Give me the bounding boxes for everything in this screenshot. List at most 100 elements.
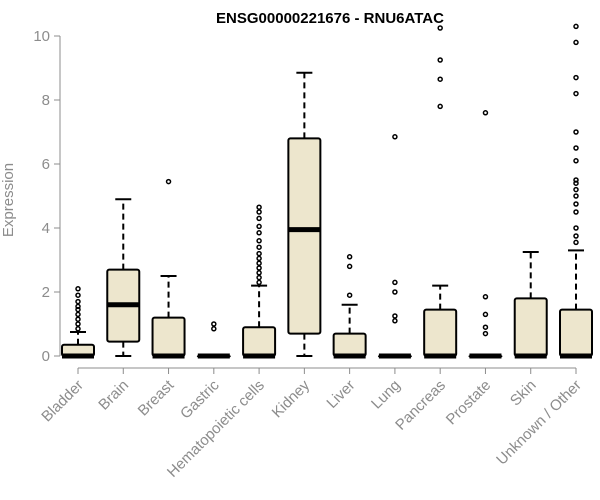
box-kidney (287, 71, 322, 357)
outlier-point (256, 250, 262, 257)
outlier-point (573, 180, 579, 186)
box-body (423, 308, 458, 358)
outlier-point (256, 265, 262, 271)
x-tick-label: Liver (323, 377, 358, 412)
outlier-point (75, 311, 81, 318)
outlier-point (573, 193, 579, 199)
box-unknown-other (559, 23, 593, 359)
outlier-point (573, 23, 579, 30)
boxes-group (61, 23, 593, 359)
outlier-point (75, 326, 81, 332)
box-body (332, 332, 367, 358)
outlier-point (573, 39, 579, 46)
outlier-point (256, 279, 262, 286)
box-bladder (61, 286, 95, 359)
box-brain (106, 198, 141, 357)
box-body (559, 308, 593, 358)
box-prostate (468, 110, 503, 359)
outlier-point (482, 294, 489, 300)
box-body (513, 297, 548, 357)
outlier-point (75, 321, 81, 327)
x-tick-label: Skin (507, 377, 540, 410)
x-tick-label: Breast (135, 376, 178, 419)
outlier-point (346, 263, 353, 270)
outlier-point (482, 311, 489, 318)
outlier-point (211, 321, 217, 327)
y-tick-label: 2 (42, 284, 50, 301)
x-tick-label: Unknown / Other (493, 377, 585, 469)
outlier-point (573, 239, 579, 246)
y-tick-label: 4 (42, 220, 50, 237)
x-tick-label: Lung (368, 377, 404, 413)
outlier-point (573, 90, 579, 97)
box-gastric (196, 321, 231, 359)
outlier-point (573, 177, 579, 183)
outlier-point (256, 260, 262, 266)
outlier-point (437, 25, 443, 31)
outlier-point (75, 303, 81, 310)
outlier-point (573, 209, 579, 215)
box-lung (377, 134, 412, 359)
chart-title: ENSG00000221676 - RNU6ATAC (216, 10, 444, 27)
box-pancreas (423, 25, 458, 359)
x-tick-label: Kidney (269, 376, 314, 421)
outlier-point (482, 324, 489, 330)
outlier-point (75, 316, 81, 322)
outlier-point (573, 129, 579, 135)
outlier-point (573, 158, 579, 164)
outlier-point (75, 306, 81, 313)
outlier-point (75, 286, 81, 292)
outlier-point (392, 279, 398, 286)
box-liver (332, 254, 367, 359)
outlier-point (392, 313, 398, 319)
outlier-point (573, 74, 579, 81)
outlier-point (256, 255, 262, 262)
y-tick-label: 10 (33, 28, 50, 45)
outlier-point (75, 292, 81, 298)
outlier-point (573, 145, 579, 151)
outlier-point (256, 204, 262, 210)
y-tick-label: 0 (42, 348, 50, 365)
y-tick-label: 6 (42, 156, 50, 173)
y-tick-label: 8 (42, 92, 50, 109)
outlier-point (437, 76, 443, 82)
outlier-point (573, 233, 579, 239)
outlier-point (573, 201, 579, 207)
outlier-point (256, 238, 262, 244)
outlier-point (437, 103, 443, 110)
outlier-point (256, 223, 262, 230)
outlier-point (256, 209, 262, 215)
y-axis-label: Expression (0, 163, 17, 237)
x-tick-label: Pancreas (392, 377, 449, 434)
outlier-point (256, 244, 262, 250)
box-body (287, 137, 322, 335)
y-axis: 0 2 4 6 8 10 (33, 28, 61, 365)
box-breast (151, 178, 186, 359)
outlier-point (75, 298, 81, 305)
outlier-point (392, 289, 398, 295)
outlier-point (211, 326, 217, 332)
outlier-point (346, 254, 353, 260)
outlier-point (573, 225, 579, 231)
box-body (242, 326, 277, 358)
outlier-point (482, 330, 489, 337)
outlier-point (256, 274, 262, 281)
outlier-point (346, 292, 353, 298)
outlier-point (256, 230, 262, 236)
outlier-point (256, 215, 262, 222)
outlier-point (437, 57, 443, 63)
box-hematopoietic-cells (242, 204, 277, 359)
outlier-point (256, 270, 262, 276)
outlier-point (573, 186, 579, 193)
outlier-point (392, 318, 398, 324)
outlier-point (165, 178, 172, 185)
box-skin (513, 251, 548, 359)
x-tick-label: Bladder (38, 377, 87, 426)
x-tick-label: Prostate (443, 377, 495, 429)
x-tick-label: Brain (95, 377, 132, 414)
outlier-point (482, 110, 489, 116)
box-body (151, 316, 186, 358)
outlier-point (392, 134, 398, 140)
